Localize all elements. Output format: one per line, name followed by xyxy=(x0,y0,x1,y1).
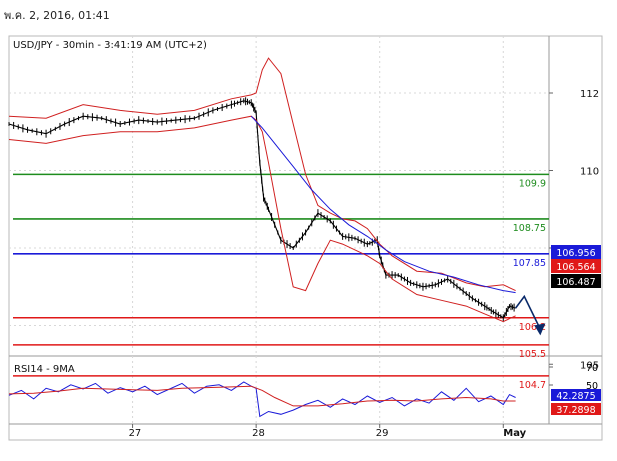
chart-frame xyxy=(8,35,603,441)
price-tag xyxy=(551,245,601,259)
x-tick-label: May xyxy=(503,428,526,439)
rsi-price-tag xyxy=(551,389,601,401)
rsi-ma-line xyxy=(8,385,516,407)
chart-title: USD/JPY - 30min - 3:41:19 AM (UTC+2) xyxy=(13,40,207,51)
y-tick-label: 112 xyxy=(580,89,599,100)
projection-arrowhead xyxy=(534,323,546,336)
rsi-line xyxy=(8,381,516,418)
rsi-title: RSI14 - 9MA xyxy=(14,364,75,375)
projection-arrow xyxy=(514,294,542,330)
price-tag-label: 106.564 xyxy=(556,262,595,273)
bollinger-lower-line xyxy=(8,115,516,323)
rsi-price-tag-label: 37.2898 xyxy=(556,405,595,416)
rsi-price-tag-label: 42.2875 xyxy=(556,391,595,402)
level-label: 106.2 xyxy=(519,322,546,333)
level-label: 109.9 xyxy=(519,178,546,189)
moving-average-line xyxy=(250,115,516,294)
y-tick-label: 105 xyxy=(580,360,599,371)
level-label: 108.75 xyxy=(513,223,546,234)
price-tag-label: 106.956 xyxy=(556,248,595,259)
level-label: 104.7 xyxy=(519,380,546,391)
price-tag xyxy=(551,274,601,288)
rsi-price-tag xyxy=(551,403,601,415)
rsi-tick-label: 70 xyxy=(586,363,598,374)
window-title: พ.ค. 2, 2016, 01:41 xyxy=(4,9,110,22)
level-label: 107.85 xyxy=(513,258,546,269)
price-tag-label: 106.487 xyxy=(556,277,595,288)
rsi-tick-label: 50 xyxy=(586,381,598,392)
x-tick-label: 27 xyxy=(129,428,142,439)
price-tag xyxy=(551,259,601,273)
x-tick-label: 29 xyxy=(376,428,389,439)
window-header: พ.ค. 2, 2016, 01:41 xyxy=(0,0,617,30)
y-tick-label: 110 xyxy=(580,167,599,178)
level-label: 105.5 xyxy=(519,349,546,360)
x-tick-label: 28 xyxy=(252,428,265,439)
